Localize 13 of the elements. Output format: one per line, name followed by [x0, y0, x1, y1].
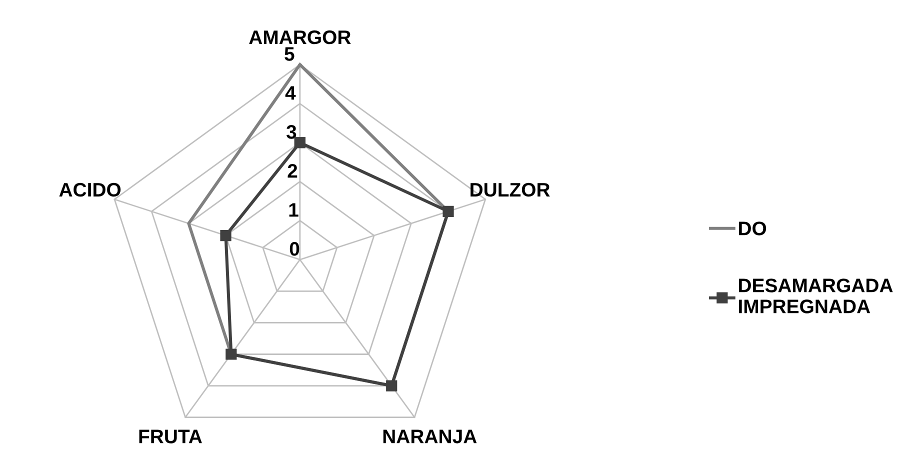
y-tick-label: 5	[284, 47, 294, 61]
legend-label: DESAMARGADA IMPREGNADA	[739, 278, 893, 314]
y-tick-label: 3	[286, 125, 296, 139]
y-tick-label: 4	[285, 86, 296, 100]
spoke-label: AMARGOR	[249, 30, 351, 44]
y-tick-label: 0	[290, 242, 300, 256]
y-tick-label: 2	[288, 164, 298, 178]
spoke-label: ACIDO	[59, 182, 121, 197]
spoke-label: FRUTA	[139, 430, 202, 444]
spoke-label: DULZOR	[470, 182, 550, 197]
legend-label: DO	[739, 222, 766, 236]
y-tick-label: 1	[289, 203, 298, 217]
spoke-label: NARANJA	[383, 430, 477, 444]
